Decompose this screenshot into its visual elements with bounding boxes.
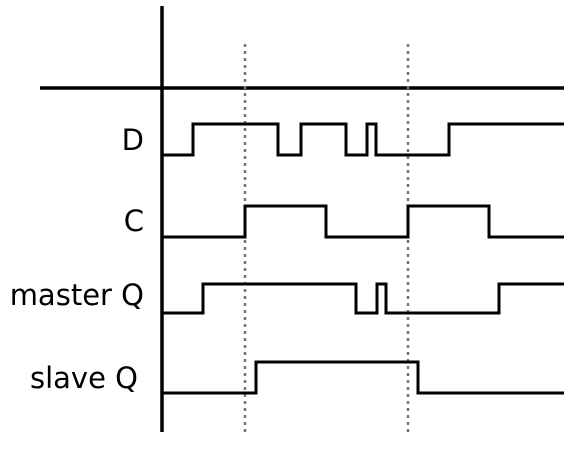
signal-label-d: D	[122, 123, 144, 157]
waveform-c	[162, 204, 564, 239]
signal-label-slave-q: slave Q	[30, 361, 138, 395]
waveform-slave-q	[162, 360, 564, 395]
waveform-master-q	[162, 282, 564, 315]
signal-label-master-q: master Q	[10, 278, 144, 312]
signal-label-c: C	[124, 204, 144, 238]
waveform-d	[162, 122, 564, 157]
